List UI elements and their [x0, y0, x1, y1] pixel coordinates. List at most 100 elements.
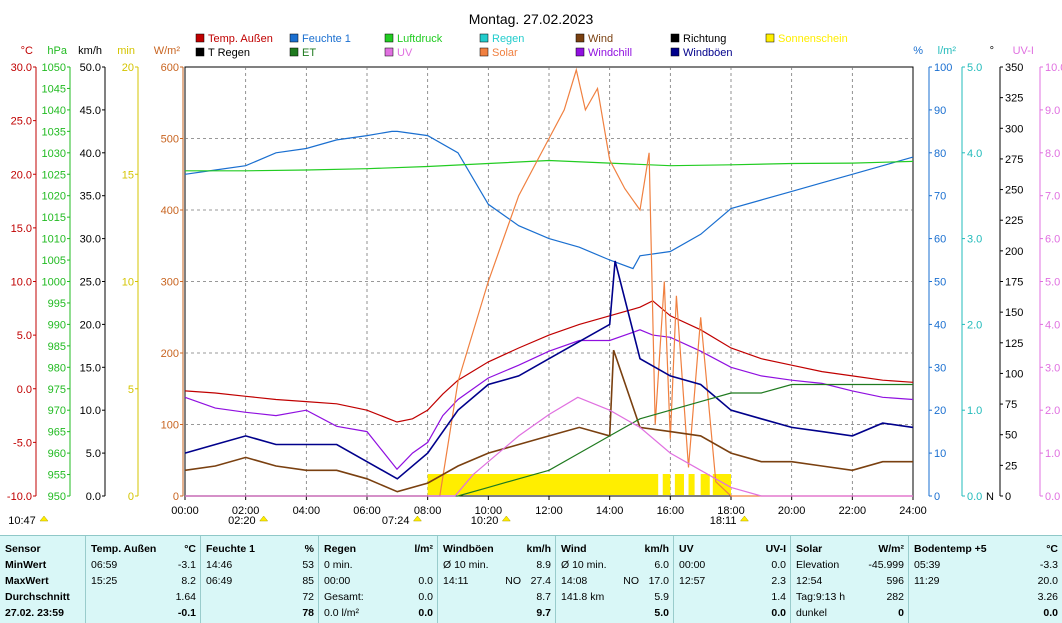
y-axis-tick-label: 150 [1005, 307, 1023, 319]
x-axis-tick-label: 18:00 [717, 505, 745, 517]
stats-wind-panel: Wind km/h Ø 10 min. 6.0 14:08 NO 17.0 141.8 … [556, 536, 674, 623]
legend-swatch [670, 33, 680, 43]
stats-cell [91, 605, 156, 621]
legend-label: Richtung [683, 33, 726, 45]
y-axis-tick-label: 60 [934, 234, 946, 246]
stats-solar-header: Solar [796, 543, 823, 555]
y-axis-tick-label: 3.0 [1045, 362, 1060, 374]
x-axis-tick-label: 16:00 [657, 505, 685, 517]
y-axis-tick-label: 200 [161, 348, 179, 360]
series-luftdruck [185, 159, 914, 172]
legend-label: Sonnenschein [778, 33, 848, 45]
x-axis-tick-label: 10:00 [475, 505, 503, 517]
stats-cell: 11:29 [914, 575, 940, 587]
stats-temp-header: Temp. Außen [91, 543, 157, 555]
stats-cell: 282 [886, 591, 904, 603]
y-axis-tick-label: 250 [1005, 185, 1023, 197]
y-axis-tick-label: 25 [1005, 460, 1017, 472]
y-axis-unit: ° [990, 45, 994, 57]
y-axis-tick-label: 20.0 [11, 169, 32, 181]
series-windb-en [184, 260, 914, 480]
time-marker-label: 07:24 [382, 515, 410, 527]
y-axis-tick-label: 995 [48, 298, 66, 310]
stats-feuchte-unit: % [304, 543, 314, 555]
y-axis-tick-label: 0.0 [1045, 491, 1060, 503]
stats-cell: Elevation [796, 559, 840, 571]
y-axis-tick-label: 0.0 [17, 384, 32, 396]
stats-cell: 8.9 [536, 559, 551, 571]
stats-cell: 0.0 [418, 607, 433, 619]
x-axis-tick-label: 06:00 [353, 505, 381, 517]
sunshine-block [427, 474, 659, 495]
stats-regen-panel: Regen l/m² 0 min. 00:00 0.0 Gesamt: 0.0 0.0… [319, 536, 438, 623]
stats-cell: 00:00 [679, 559, 706, 571]
stats-row-label: MinWert [5, 559, 47, 571]
series-wind [184, 349, 913, 493]
stats-cell: 9.7 [536, 607, 551, 619]
y-axis-tick-label: 15.0 [11, 223, 32, 235]
stats-cell: 05:39 [914, 559, 941, 571]
stats-boeen-header: Windböen [443, 543, 494, 555]
x-axis-tick-label: 12:00 [535, 505, 563, 517]
y-axis-tick-label: 50 [1005, 430, 1017, 442]
legend-label: Windchill [588, 47, 632, 59]
y-axis-tick-label: 10.0 [11, 277, 32, 289]
stats-regen-unit: l/m² [414, 543, 433, 555]
time-marker-icon [501, 515, 511, 522]
y-axis-tick-label: 980 [48, 362, 66, 374]
stats-cell: 14:46 [206, 559, 233, 571]
stats-cell: 85 [302, 575, 314, 587]
y-axis-unit: min [117, 45, 135, 57]
stats-wind-header: Wind [561, 543, 587, 555]
legend-swatch [195, 47, 205, 57]
y-axis-tick-label: 50.0 [80, 62, 101, 74]
y-axis-tick-label: 80 [934, 148, 946, 160]
stats-cell: NO [505, 575, 521, 587]
stats-cell [609, 557, 639, 573]
y-axis-tick-label: -10.0 [7, 491, 32, 503]
time-marker-label: 10:20 [471, 515, 499, 527]
stats-cell: Ø 10 min. [443, 559, 489, 571]
stats-cell: -3.3 [1039, 559, 1058, 571]
stats-cell [914, 605, 1018, 621]
stats-feuchte-panel: Feuchte 1% 14:46 53 06:49 85 72 78 [201, 536, 319, 623]
sunshine-block [688, 474, 695, 495]
y-axis-tick-label: 1.0 [1045, 448, 1060, 460]
y-axis-tick-label: 30.0 [11, 62, 32, 74]
legend-label: Temp. Außen [208, 33, 273, 45]
y-axis-tick-label: 975 [48, 384, 66, 396]
y-axis-tick-label: 100 [161, 420, 179, 432]
y-axis-tick-label: 7.0 [1045, 191, 1060, 203]
sunshine-block [662, 474, 671, 495]
stats-uv-header: UV [679, 543, 694, 555]
y-axis-tick-label: 225 [1005, 215, 1023, 227]
stats-cell [914, 589, 1018, 605]
y-axis-tick-label: 1020 [42, 191, 66, 203]
stats-cell [679, 589, 746, 605]
legend-label: ET [302, 47, 316, 59]
legend-swatch [384, 33, 394, 43]
stats-cell: 8.2 [181, 575, 196, 587]
y-axis-tick-label: 5.0 [1045, 277, 1060, 289]
time-marker-icon [739, 515, 749, 522]
stats-temp-panel: Temp. Außen °C 06:59 -3.1 15:25 8.2 1.64 -0… [86, 536, 201, 623]
y-axis-tick-label: 1015 [42, 212, 66, 224]
stats-cell: Tag:9:13 h [796, 591, 846, 603]
y-axis-tick-label: 1040 [42, 105, 66, 117]
legend-label: Luftdruck [397, 33, 443, 45]
y-axis-tick-label: 0.0 [967, 491, 982, 503]
stats-cell: 06:59 [91, 559, 118, 571]
stats-feuchte-header: Feuchte 1 [206, 543, 256, 555]
y-axis-tick-label: 300 [1005, 123, 1023, 135]
series-solar [185, 67, 913, 497]
stats-cell: 12:57 [679, 575, 706, 587]
y-axis-unit: l/m² [938, 45, 957, 57]
y-axis-tick-label: 15.0 [80, 362, 101, 374]
y-axis-tick-label: 20 [122, 62, 134, 74]
legend-label: Regen [492, 33, 524, 45]
series-feuchte-1 [184, 130, 914, 270]
stats-cell: 0.0 l/m² [324, 607, 360, 619]
legend-label: UV [397, 47, 413, 59]
stats-cell: 12:54 [796, 575, 823, 587]
stats-cell: 2.3 [771, 575, 786, 587]
